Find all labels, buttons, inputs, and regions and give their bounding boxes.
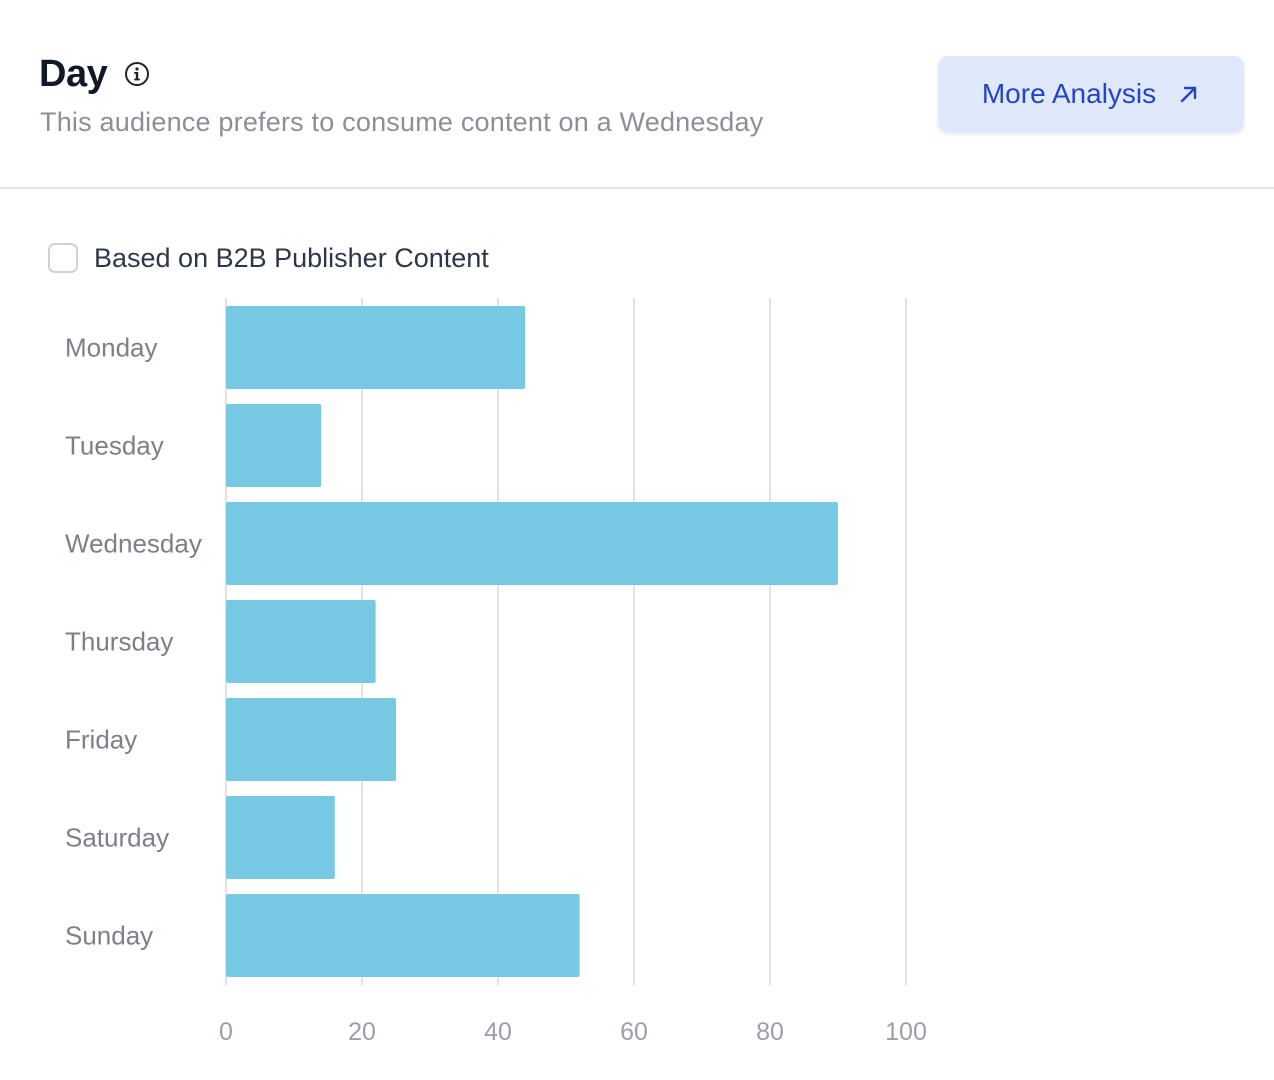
y-category-label: Tuesday bbox=[65, 431, 164, 461]
y-category-label: Sunday bbox=[65, 921, 153, 951]
x-tick-label: 60 bbox=[620, 1018, 648, 1046]
x-tick-label: 20 bbox=[348, 1018, 376, 1046]
y-category-label: Saturday bbox=[65, 823, 169, 853]
y-category-label: Friday bbox=[65, 725, 137, 755]
bar-thursday[interactable] bbox=[226, 600, 376, 683]
x-tick-label: 40 bbox=[484, 1018, 512, 1046]
card-title: Day bbox=[39, 53, 108, 95]
more-analysis-button[interactable]: More Analysis bbox=[938, 56, 1244, 132]
x-tick-label: 100 bbox=[885, 1018, 927, 1046]
b2b-filter-row: Based on B2B Publisher Content bbox=[48, 241, 489, 275]
y-category-label: Monday bbox=[65, 333, 158, 363]
info-circle-icon[interactable] bbox=[124, 61, 150, 87]
b2b-publisher-checkbox-label[interactable]: Based on B2B Publisher Content bbox=[94, 243, 489, 273]
y-category-label: Thursday bbox=[65, 627, 173, 657]
card-header: Day This audience prefers to consume con… bbox=[0, 0, 1274, 189]
card-subtitle: This audience prefers to consume content… bbox=[40, 107, 764, 137]
x-tick-label: 80 bbox=[756, 1018, 784, 1046]
bar-sunday[interactable] bbox=[226, 894, 580, 977]
b2b-publisher-checkbox[interactable] bbox=[48, 243, 78, 273]
more-analysis-button-label: More Analysis bbox=[981, 78, 1157, 109]
title-row: Day bbox=[39, 50, 150, 98]
bar-tuesday[interactable] bbox=[226, 404, 322, 487]
bar-saturday[interactable] bbox=[226, 796, 335, 879]
bar-wednesday[interactable] bbox=[226, 502, 838, 585]
bar-friday[interactable] bbox=[226, 698, 396, 781]
arrow-up-right-icon bbox=[1178, 83, 1200, 105]
y-category-label: Wednesday bbox=[65, 529, 202, 559]
x-tick-label: 0 bbox=[219, 1018, 233, 1046]
bar-monday[interactable] bbox=[226, 306, 526, 389]
